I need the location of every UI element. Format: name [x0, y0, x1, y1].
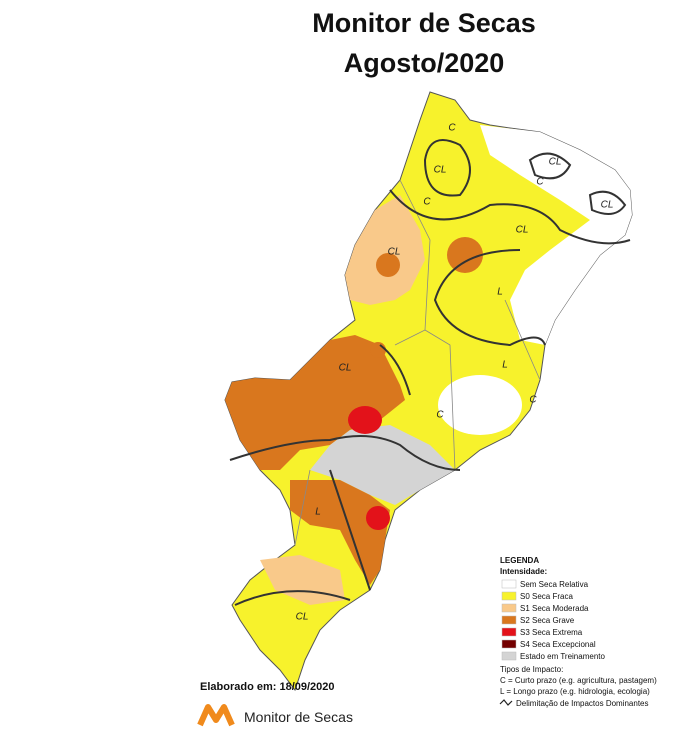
map-label: CL: [296, 612, 309, 623]
map-label: CL: [339, 363, 352, 374]
region: [376, 253, 400, 277]
legend-subtitle: Intensidade:: [500, 567, 547, 576]
map-label: CL: [549, 157, 562, 168]
impact-line: [329, 469, 371, 591]
region: [366, 506, 390, 530]
map-label: L: [502, 360, 508, 371]
impact-line: [379, 344, 411, 396]
legend-label: S4 Seca Excepcional: [520, 640, 596, 649]
region: [345, 195, 425, 305]
delimitation-icon: [499, 699, 513, 706]
legend-label: Estado em Treinamento: [520, 652, 605, 661]
map-label: L: [315, 507, 321, 518]
map-label: CL: [516, 225, 529, 236]
legend-swatch: [501, 579, 517, 589]
region: [348, 406, 382, 434]
title-line: Agosto/2020: [344, 48, 505, 78]
region: [310, 425, 455, 505]
map-label: CL: [601, 200, 614, 211]
impact-line: [229, 435, 461, 471]
legend: LEGENDA Intensidade: Sem Seca Relativa S0…: [499, 556, 657, 708]
legend-label: S1 Seca Moderada: [520, 604, 589, 613]
legend-swatch: [501, 627, 517, 637]
region: [370, 342, 386, 358]
legend-swatch: [501, 615, 517, 625]
impact-item: C = Curto prazo (e.g. agricultura, pasta…: [500, 676, 657, 685]
region: [480, 125, 632, 345]
map-label: C: [423, 197, 431, 208]
impact-title: Tipos de Impacto:: [500, 665, 563, 674]
title-line: Monitor de Secas: [312, 8, 536, 38]
legend-label: Sem Seca Relativa: [520, 580, 589, 589]
map-label: L: [497, 287, 503, 298]
impact-line: [234, 590, 351, 606]
legend-label: S2 Seca Grave: [520, 616, 575, 625]
impact-line: [588, 190, 627, 215]
map: C CL CL C CL C CL CL L L C C CL L CL: [224, 91, 633, 692]
map-label: CL: [434, 165, 447, 176]
legend-swatch: [501, 603, 517, 613]
impact-line: [433, 249, 546, 347]
impact-line: [528, 152, 572, 180]
legend-label: S0 Seca Fraca: [520, 592, 573, 601]
region: [225, 335, 405, 470]
map-label: CL: [388, 247, 401, 258]
legend-swatch: [501, 639, 517, 649]
region: [438, 375, 522, 435]
logo-text: Monitor de Secas: [244, 709, 353, 725]
impact-line: [389, 189, 631, 245]
impact-line: [423, 139, 471, 197]
region: [290, 480, 390, 585]
legend-swatch: [501, 591, 517, 601]
state-border: [294, 179, 541, 546]
map-label: C: [536, 177, 544, 188]
region: [447, 237, 483, 273]
map-label: C: [436, 410, 444, 421]
footer-date: Elaborado em: 18/09/2020: [200, 681, 335, 693]
map-label: C: [448, 123, 456, 134]
map-label: C: [529, 395, 537, 406]
legend-title: LEGENDA: [500, 556, 539, 565]
legend-swatch: [501, 651, 517, 661]
impact-item: L = Longo prazo (e.g. hidrologia, ecolog…: [500, 687, 650, 696]
delimitation-label: Delimitação de Impactos Dominantes: [516, 699, 649, 708]
logo-icon: [197, 704, 235, 727]
legend-label: S3 Seca Extrema: [520, 628, 583, 637]
